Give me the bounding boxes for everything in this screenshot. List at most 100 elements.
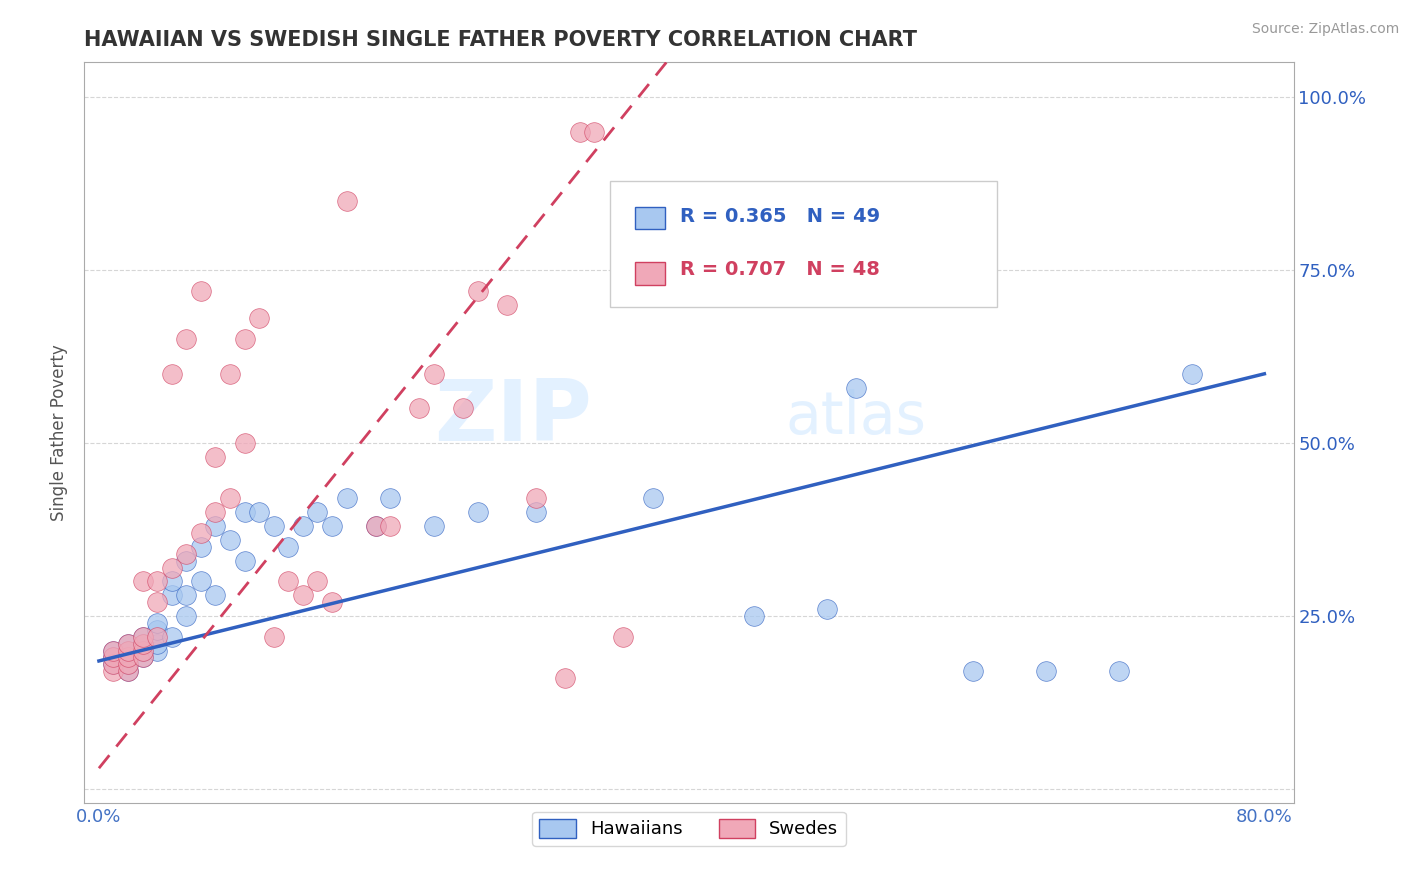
- Point: [1035, 665, 1057, 679]
- Point: [263, 519, 285, 533]
- Point: [190, 540, 212, 554]
- Point: [277, 540, 299, 554]
- Point: [321, 595, 343, 609]
- Point: [117, 657, 139, 672]
- Point: [103, 650, 125, 665]
- Point: [160, 574, 183, 589]
- Point: [190, 574, 212, 589]
- Point: [408, 401, 430, 416]
- Point: [176, 609, 198, 624]
- Point: [247, 505, 270, 519]
- Point: [131, 650, 153, 665]
- Point: [204, 588, 226, 602]
- Point: [176, 554, 198, 568]
- Point: [336, 194, 359, 208]
- Point: [336, 491, 359, 506]
- Point: [423, 367, 446, 381]
- Point: [524, 505, 547, 519]
- Point: [451, 401, 474, 416]
- Point: [176, 547, 198, 561]
- Point: [204, 519, 226, 533]
- Point: [380, 491, 402, 506]
- Point: [233, 332, 256, 346]
- Text: atlas: atlas: [786, 389, 927, 446]
- Point: [131, 630, 153, 644]
- Point: [307, 505, 329, 519]
- Point: [131, 574, 153, 589]
- Point: [641, 491, 664, 506]
- Point: [247, 311, 270, 326]
- Point: [423, 519, 446, 533]
- Point: [160, 560, 183, 574]
- Point: [176, 588, 198, 602]
- Point: [291, 519, 314, 533]
- Point: [467, 284, 489, 298]
- Point: [612, 630, 634, 644]
- Point: [117, 650, 139, 665]
- Point: [146, 574, 169, 589]
- Point: [160, 588, 183, 602]
- Point: [103, 665, 125, 679]
- Text: ZIP: ZIP: [434, 376, 592, 459]
- Point: [117, 665, 139, 679]
- Point: [307, 574, 329, 589]
- Point: [117, 643, 139, 657]
- Point: [131, 643, 153, 657]
- Point: [190, 525, 212, 540]
- Point: [190, 284, 212, 298]
- Point: [160, 367, 183, 381]
- Point: [219, 367, 242, 381]
- Point: [291, 588, 314, 602]
- Y-axis label: Single Father Poverty: Single Father Poverty: [51, 344, 69, 521]
- Point: [233, 554, 256, 568]
- Point: [117, 643, 139, 657]
- Point: [233, 436, 256, 450]
- Point: [467, 505, 489, 519]
- Point: [146, 643, 169, 657]
- Point: [845, 381, 868, 395]
- Text: R = 0.707   N = 48: R = 0.707 N = 48: [681, 260, 880, 279]
- Point: [146, 637, 169, 651]
- Point: [146, 595, 169, 609]
- Point: [962, 665, 984, 679]
- Point: [204, 505, 226, 519]
- Point: [131, 650, 153, 665]
- Point: [364, 519, 387, 533]
- Point: [495, 297, 517, 311]
- FancyBboxPatch shape: [610, 181, 997, 307]
- Point: [568, 125, 591, 139]
- Text: R = 0.365   N = 49: R = 0.365 N = 49: [681, 207, 880, 226]
- Legend: Hawaiians, Swedes: Hawaiians, Swedes: [533, 812, 845, 846]
- Point: [160, 630, 183, 644]
- Text: Source: ZipAtlas.com: Source: ZipAtlas.com: [1251, 22, 1399, 37]
- Point: [117, 637, 139, 651]
- Point: [117, 665, 139, 679]
- Point: [1108, 665, 1130, 679]
- Point: [815, 602, 838, 616]
- Point: [176, 332, 198, 346]
- Point: [103, 657, 125, 672]
- Point: [146, 623, 169, 637]
- Point: [219, 533, 242, 547]
- Point: [364, 519, 387, 533]
- Point: [117, 657, 139, 672]
- Point: [146, 630, 169, 644]
- Point: [524, 491, 547, 506]
- Point: [583, 125, 606, 139]
- FancyBboxPatch shape: [634, 207, 665, 229]
- Point: [103, 643, 125, 657]
- FancyBboxPatch shape: [634, 262, 665, 285]
- Point: [321, 519, 343, 533]
- Point: [117, 650, 139, 665]
- Point: [103, 657, 125, 672]
- Point: [380, 519, 402, 533]
- Point: [146, 615, 169, 630]
- Point: [103, 643, 125, 657]
- Point: [117, 637, 139, 651]
- Point: [277, 574, 299, 589]
- Point: [131, 643, 153, 657]
- Point: [1180, 367, 1202, 381]
- Point: [131, 637, 153, 651]
- Point: [204, 450, 226, 464]
- Point: [219, 491, 242, 506]
